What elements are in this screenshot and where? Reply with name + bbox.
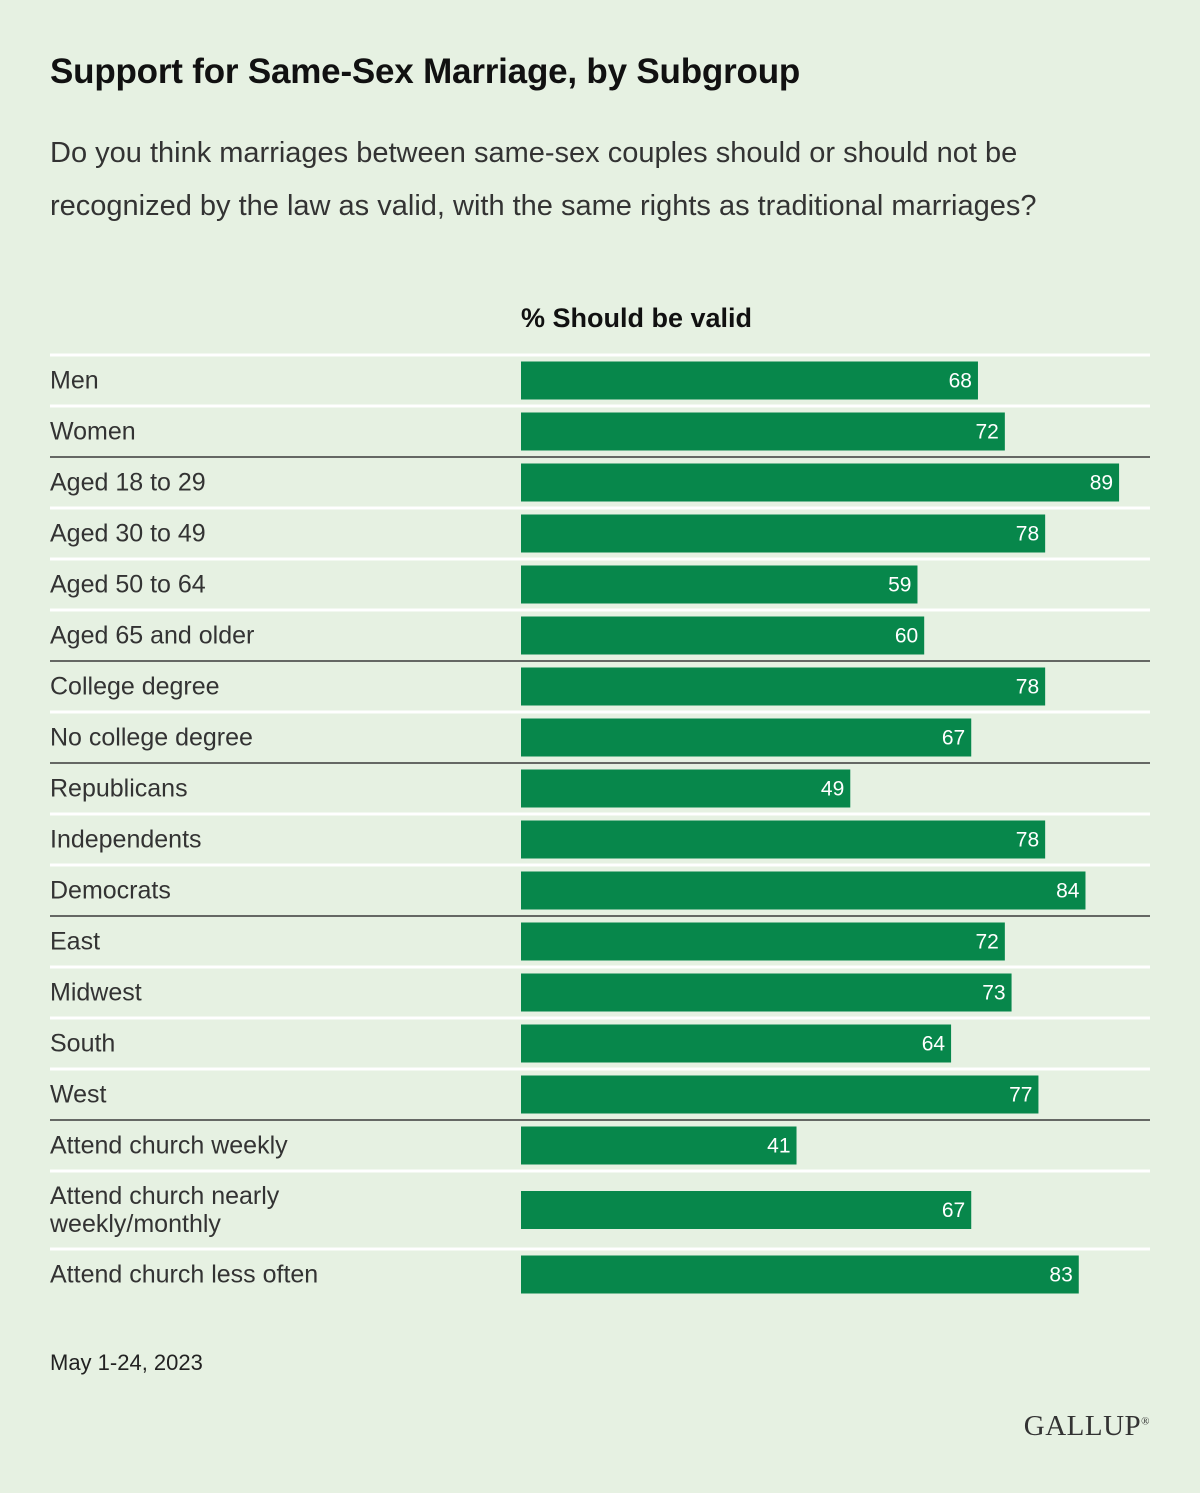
category-label-college-degree: College degree bbox=[50, 673, 220, 701]
chart-title: Support for Same-Sex Marriage, by Subgro… bbox=[50, 52, 801, 91]
gallup-logo: GALLUP® bbox=[1024, 1410, 1150, 1443]
bar-men bbox=[521, 361, 978, 400]
bar-aged-18-to-29 bbox=[521, 463, 1120, 502]
series-header: % Should be valid bbox=[521, 303, 753, 333]
category-label-republicans: Republicans bbox=[50, 775, 188, 803]
value-label-midwest: 73 bbox=[982, 982, 1005, 1005]
date-note: May 1-24, 2023 bbox=[50, 1350, 203, 1375]
registered-mark: ® bbox=[1141, 1415, 1150, 1428]
category-label-attend-church-nearly-weekly-monthly: Attend church nearly weekly/monthly bbox=[49, 1182, 280, 1238]
value-label-college-degree: 78 bbox=[1016, 676, 1039, 699]
value-label-aged-65-and-older: 60 bbox=[895, 625, 918, 648]
chart-subtitle: Do you think marriages between same-sex … bbox=[50, 137, 1037, 222]
value-label-aged-50-to-64: 59 bbox=[888, 574, 911, 597]
value-label-aged-18-to-29: 89 bbox=[1090, 472, 1113, 495]
category-label-independents: Independents bbox=[50, 826, 202, 854]
category-label-attend-church-less-often: Attend church less often bbox=[50, 1261, 318, 1289]
bar-college-degree bbox=[521, 667, 1046, 706]
bar-west bbox=[521, 1075, 1039, 1114]
category-label-men: Men bbox=[50, 367, 99, 395]
value-label-no-college-degree: 67 bbox=[942, 727, 965, 750]
bar-attend-church-nearly-weekly-monthly bbox=[521, 1191, 972, 1229]
category-label-south: South bbox=[50, 1030, 115, 1058]
value-label-attend-church-nearly-weekly-monthly: 67 bbox=[942, 1199, 965, 1222]
value-label-republicans: 49 bbox=[821, 778, 844, 801]
category-label-democrats: Democrats bbox=[50, 877, 171, 905]
bar-aged-65-and-older bbox=[521, 616, 925, 655]
category-label-aged-30-to-49: Aged 30 to 49 bbox=[50, 520, 206, 548]
bar-aged-50-to-64 bbox=[521, 565, 918, 604]
value-label-south: 64 bbox=[922, 1033, 946, 1056]
category-label-west: West bbox=[50, 1081, 107, 1109]
value-label-west: 77 bbox=[1009, 1084, 1032, 1107]
value-label-aged-30-to-49: 78 bbox=[1016, 523, 1039, 546]
value-label-independents: 78 bbox=[1016, 829, 1039, 852]
category-label-women: Women bbox=[50, 418, 136, 446]
bar-independents bbox=[521, 820, 1046, 859]
bar-women bbox=[521, 412, 1005, 451]
value-label-east: 72 bbox=[975, 931, 998, 954]
value-label-attend-church-less-often: 83 bbox=[1049, 1264, 1072, 1287]
category-label-east: East bbox=[50, 928, 100, 956]
bar-aged-30-to-49 bbox=[521, 514, 1046, 553]
bar-chart: 68 Men 72 Women 89 Aged 18 to 29 78 Aged 30 to … bbox=[49, 353, 1150, 1294]
bar-attend-church-weekly bbox=[521, 1126, 797, 1165]
category-label-midwest: Midwest bbox=[50, 979, 142, 1007]
category-label-aged-18-to-29: Aged 18 to 29 bbox=[50, 469, 206, 497]
value-label-men: 68 bbox=[949, 370, 972, 393]
category-label-aged-65-and-older: Aged 65 and older bbox=[50, 622, 254, 650]
value-label-attend-church-weekly: 41 bbox=[767, 1135, 790, 1158]
bar-no-college-degree bbox=[521, 718, 972, 757]
bar-south bbox=[521, 1024, 952, 1063]
bar-democrats bbox=[521, 871, 1086, 910]
bar-east bbox=[521, 922, 1005, 961]
category-label-attend-church-weekly: Attend church weekly bbox=[50, 1132, 288, 1160]
gallup-logo-text: GALLUP bbox=[1023, 1410, 1142, 1442]
category-label-aged-50-to-64: Aged 50 to 64 bbox=[50, 571, 206, 599]
bar-midwest bbox=[521, 973, 1012, 1012]
value-label-democrats: 84 bbox=[1056, 880, 1080, 903]
category-label-no-college-degree: No college degree bbox=[50, 724, 253, 752]
value-label-women: 72 bbox=[975, 421, 998, 444]
bar-attend-church-less-often bbox=[521, 1255, 1079, 1294]
bar-republicans bbox=[521, 769, 851, 808]
